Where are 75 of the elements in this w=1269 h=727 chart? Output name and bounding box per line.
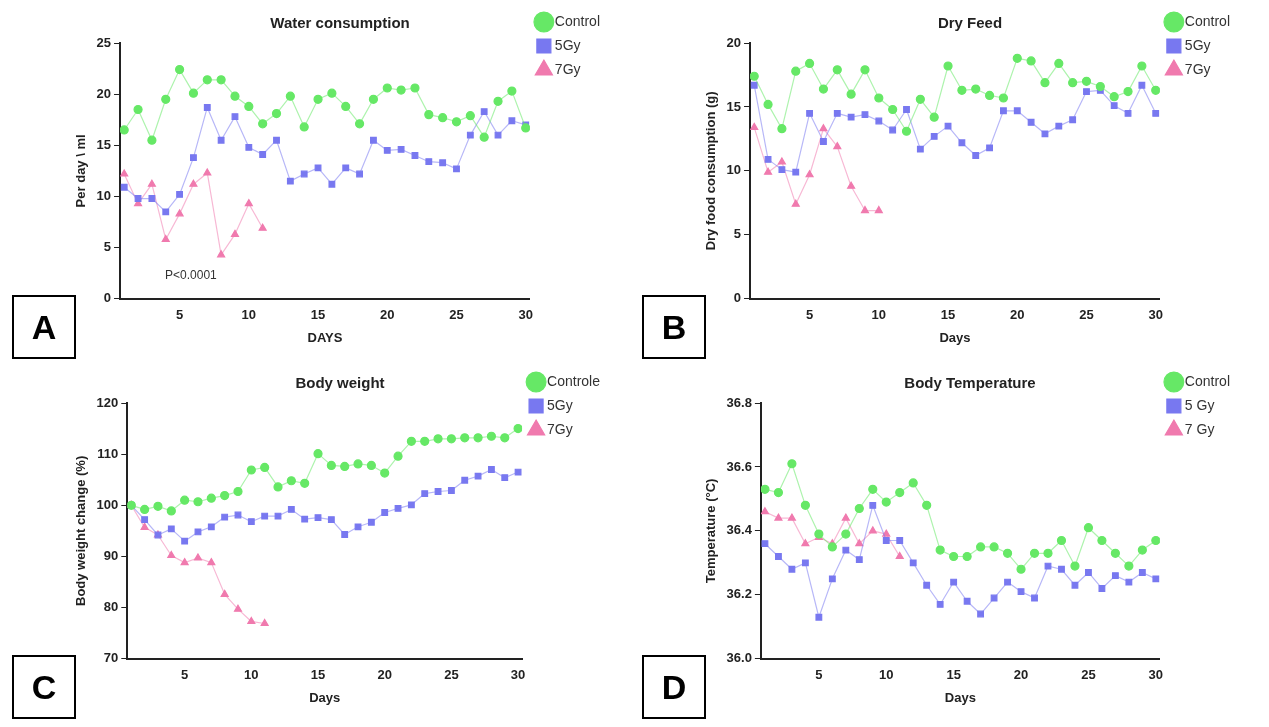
y-tick-label: 36.2 [726, 586, 752, 602]
y-tick-label: 5 [103, 239, 112, 255]
legend-label: 7Gy [1184, 60, 1211, 77]
x-tick-label: 15 [940, 307, 956, 323]
text: A [12, 295, 76, 359]
y-tick-label: 36.6 [726, 458, 752, 474]
x-tick-label: 10 [871, 307, 887, 323]
y-axis-title: Temperature (°C) [703, 478, 719, 584]
y-tick-label: 5 [733, 226, 742, 242]
legend-label: Control [1184, 372, 1231, 389]
legend-label: Control [1184, 12, 1231, 29]
x-tick-label: 10 [241, 307, 257, 323]
x-tick-label: 5 [815, 667, 823, 683]
y-tick-label: 110 [97, 445, 119, 461]
x-tick-label: 15 [946, 667, 961, 683]
y-tick-label: 15 [96, 136, 112, 152]
y-tick-label: 80 [103, 599, 119, 615]
y-tick-label: 36.8 [726, 394, 752, 410]
y-tick-label: 10 [96, 188, 112, 204]
x-tick-label: 30 [1148, 667, 1164, 683]
legend-label: 7 Gy [1184, 420, 1215, 437]
legend-label: Control [554, 12, 601, 29]
chart-title: Body weight [295, 374, 385, 392]
x-tick-label: 20 [377, 667, 392, 683]
legend-label: Controle [547, 372, 601, 389]
x-tick-label: 25 [444, 667, 459, 683]
x-tick-label: 20 [380, 307, 395, 323]
chart-title: Dry Feed [937, 14, 1003, 32]
x-tick-label: 5 [805, 307, 814, 323]
x-tick-label: 25 [1079, 307, 1094, 323]
y-tick-label: 36.0 [726, 650, 752, 666]
text: B [642, 295, 706, 359]
x-tick-label: 20 [1010, 307, 1025, 323]
y-tick-label: 10 [726, 162, 742, 178]
text: D [642, 655, 706, 719]
y-tick-label: 25 [96, 34, 112, 50]
x-tick-label: 10 [244, 667, 259, 683]
x-tick-label: 5 [175, 307, 184, 323]
y-tick-label: 15 [726, 98, 742, 114]
y-tick-label: 36.4 [726, 522, 753, 538]
y-tick-label: 120 [96, 394, 119, 410]
y-tick-label: 20 [726, 34, 742, 50]
x-axis-title: Days [939, 329, 971, 345]
chart-title: Body Temperature [904, 374, 1036, 392]
x-axis-title: Days [944, 689, 976, 705]
legend-label: 5Gy [547, 396, 573, 413]
y-tick-label: 0 [733, 290, 742, 306]
annotation: P<0.0001 [165, 267, 218, 282]
chart-title: Water consumption [270, 14, 410, 32]
legend-label: 5Gy [554, 36, 581, 53]
x-tick-label: 15 [310, 667, 326, 683]
legend-label: 5Gy [1184, 36, 1211, 53]
y-axis-title: Dry food consumption (g) [703, 91, 719, 251]
x-axis-title: Days [309, 689, 341, 705]
y-axis-title: Per day \ ml [73, 134, 89, 208]
x-tick-label: 20 [1013, 667, 1029, 683]
y-tick-label: 100 [96, 496, 119, 512]
x-axis-title: DAYS [307, 329, 343, 345]
legend-label: 7Gy [547, 420, 573, 437]
y-tick-label: 0 [103, 290, 112, 306]
x-tick-label: 5 [181, 667, 189, 683]
x-tick-label: 15 [310, 307, 326, 323]
x-tick-label: 30 [510, 667, 526, 683]
x-tick-label: 25 [1081, 667, 1096, 683]
y-tick-label: 70 [103, 650, 119, 666]
y-axis-title: Body weight change (%) [73, 455, 89, 607]
legend-label: 7Gy [554, 60, 581, 77]
y-tick-label: 20 [96, 85, 112, 101]
text: C [12, 655, 76, 719]
x-tick-label: 25 [449, 307, 464, 323]
x-tick-label: 30 [518, 307, 533, 323]
x-tick-label: 10 [879, 667, 894, 683]
y-tick-label: 90 [103, 548, 119, 564]
legend-label: 5 Gy [1184, 396, 1215, 413]
x-tick-label: 30 [1148, 307, 1163, 323]
